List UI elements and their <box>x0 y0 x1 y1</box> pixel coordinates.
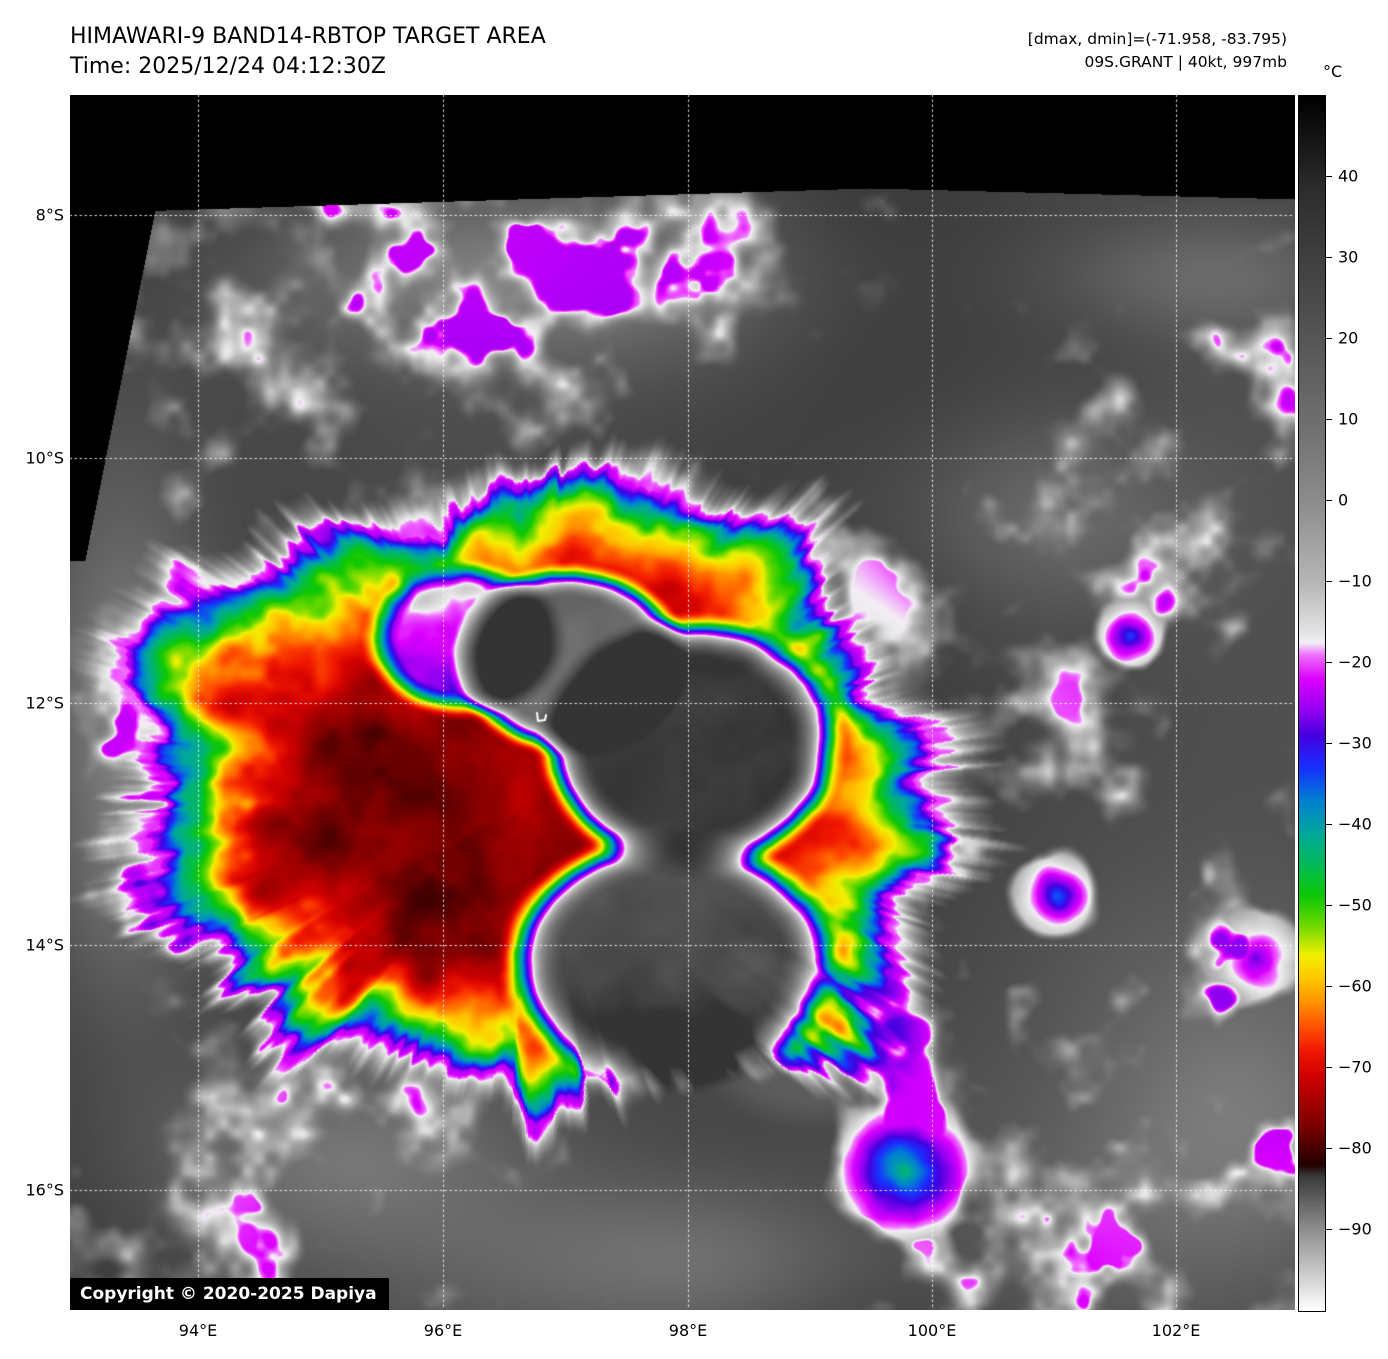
colorbar-tick-label: −60 <box>1338 976 1372 996</box>
colorbar-tick <box>1326 1067 1332 1068</box>
colorbar-tick-label: −90 <box>1338 1219 1372 1239</box>
copyright-badge: Copyright © 2020-2025 Dapiya <box>70 1278 389 1310</box>
lon-tick-label: 96°E <box>423 1321 463 1340</box>
lat-tick-label: 16°S <box>25 1180 64 1200</box>
colorbar-tick <box>1326 500 1332 501</box>
colorbar-tick <box>1326 419 1332 420</box>
colorbar-tick-label: −80 <box>1338 1138 1372 1158</box>
satellite-map: Copyright © 2020-2025 Dapiya <box>70 95 1295 1310</box>
colorbar-tick-label: −70 <box>1338 1057 1372 1077</box>
colorbar-tick-label: 30 <box>1338 247 1359 267</box>
colorbar-tick <box>1326 581 1332 582</box>
colorbar-tick <box>1326 662 1332 663</box>
storm-info-annotation: 09S.GRANT | 40kt, 997mb <box>1084 53 1287 71</box>
colorbar-tick-label: 20 <box>1338 328 1359 348</box>
colorbar-tick <box>1326 1148 1332 1149</box>
colorbar-tick <box>1326 176 1332 177</box>
colorbar-tick-label: 40 <box>1338 166 1359 186</box>
colorbar-tick <box>1326 1229 1332 1230</box>
colorbar-unit-label: °C <box>1323 62 1343 81</box>
colorbar-tick-label: 10 <box>1338 409 1359 429</box>
colorbar-tick <box>1326 824 1332 825</box>
lat-tick-label: 10°S <box>25 448 64 468</box>
colorbar <box>1298 95 1326 1312</box>
lat-tick-label: 14°S <box>25 935 64 955</box>
satellite-imagery-canvas <box>70 95 1295 1310</box>
colorbar-tick-label: 0 <box>1338 490 1349 510</box>
colorbar-tick <box>1326 338 1332 339</box>
colorbar-tick-label: −20 <box>1338 652 1372 672</box>
colorbar-tick <box>1326 986 1332 987</box>
lon-tick-label: 98°E <box>668 1321 708 1340</box>
colorbar-tick <box>1326 743 1332 744</box>
product-title: HIMAWARI-9 BAND14-RBTOP TARGET AREA <box>70 24 546 49</box>
lat-tick-label: 8°S <box>35 205 64 225</box>
colorbar-tick-label: −40 <box>1338 814 1372 834</box>
colorbar-tick <box>1326 905 1332 906</box>
dmax-dmin-annotation: [dmax, dmin]=(-71.958, -83.795) <box>1027 30 1287 48</box>
timestamp: Time: 2025/12/24 04:12:30Z <box>70 54 386 79</box>
colorbar-tick-label: −30 <box>1338 733 1372 753</box>
lat-tick-label: 12°S <box>25 693 64 713</box>
lon-tick-label: 94°E <box>178 1321 218 1340</box>
colorbar-tick-label: −50 <box>1338 895 1372 915</box>
colorbar-tick-label: −10 <box>1338 571 1372 591</box>
colorbar-tick <box>1326 257 1332 258</box>
annotation-block: [dmax, dmin]=(-71.958, -83.795) 09S.GRAN… <box>1028 28 1287 74</box>
lon-tick-label: 102°E <box>1151 1321 1201 1340</box>
lon-tick-label: 100°E <box>907 1321 957 1340</box>
